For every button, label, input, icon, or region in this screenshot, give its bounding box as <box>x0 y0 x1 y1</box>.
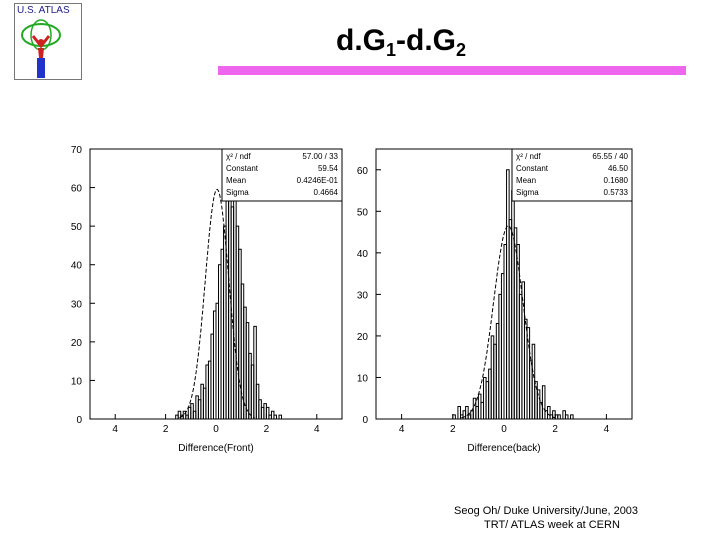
x-tick-label: 4 <box>604 424 610 435</box>
y-tick-label: 70 <box>71 145 83 156</box>
title-sub-2: 2 <box>456 40 467 60</box>
x-tick-label: 2 <box>264 424 270 435</box>
x-tick-label: 2 <box>450 424 456 435</box>
y-tick-label: 10 <box>71 376 83 387</box>
x-tick-label: 4 <box>314 424 320 435</box>
y-tick-label: 0 <box>362 415 368 426</box>
stats-label: Sigma <box>516 188 539 197</box>
stats-value: 0.5733 <box>604 188 629 197</box>
stats-label: Mean <box>516 176 536 185</box>
title-part-a: d.G <box>336 24 386 57</box>
y-tick-label: 20 <box>357 332 369 343</box>
stats-label: χ² / ndf <box>516 152 541 161</box>
y-tick-label: 30 <box>357 290 369 301</box>
title-accent-bar <box>218 66 686 75</box>
histogram-bin <box>457 406 461 419</box>
y-tick-label: 60 <box>357 166 369 177</box>
stats-label: Constant <box>516 164 549 173</box>
gaussian-fit-curve <box>461 225 556 419</box>
stats-value: 46.50 <box>608 164 629 173</box>
stats-value: 59.54 <box>318 164 339 173</box>
histogram-bin <box>273 414 277 419</box>
x-tick-label: 2 <box>163 424 169 435</box>
x-tick-label: 0 <box>501 424 507 435</box>
histogram-bin <box>452 414 456 419</box>
x-tick-label: 2 <box>552 424 558 435</box>
stats-label: Constant <box>226 164 259 173</box>
histogram-bin <box>253 325 257 419</box>
stats-box <box>511 148 633 202</box>
stats-value: 57.00 / 33 <box>302 152 338 161</box>
x-axis-label: Difference(back) <box>467 443 540 454</box>
stats-label: Mean <box>226 176 246 185</box>
title-part-b: -d.G <box>396 24 457 57</box>
slide-title: d.G1-d.G2 <box>336 24 466 61</box>
histogram-bin <box>570 414 574 419</box>
histogram-bin <box>541 385 546 419</box>
histogram-bin <box>265 406 270 419</box>
us-atlas-logo: U.S. ATLAS <box>14 3 82 80</box>
y-tick-label: 0 <box>76 415 82 426</box>
footer-line-2: TRT/ ATLAS week at CERN <box>484 519 620 531</box>
x-tick-label: 4 <box>399 424 405 435</box>
title-sub-1: 1 <box>386 40 397 60</box>
histogram-bin <box>465 406 469 419</box>
stats-value: 0.4246E-01 <box>297 176 339 185</box>
y-tick-label: 40 <box>357 249 369 260</box>
gaussian-fit-curve <box>179 188 255 419</box>
x-tick-label: 0 <box>213 424 219 435</box>
stats-value: 65.55 / 40 <box>592 152 628 161</box>
y-tick-label: 50 <box>71 222 83 233</box>
histogram-bin <box>278 414 283 419</box>
histogram-bin <box>557 414 561 419</box>
y-tick-label: 40 <box>71 261 83 272</box>
x-tick-label: 4 <box>112 424 118 435</box>
footer: Seog Oh/ Duke University/June, 2003 TRT/… <box>420 504 690 532</box>
x-axis-label: Difference(Front) <box>178 443 253 454</box>
stats-value: 0.1680 <box>604 176 629 185</box>
histogram-bin <box>547 406 551 419</box>
y-tick-label: 10 <box>357 373 369 384</box>
footer-line-1: Seog Oh/ Duke University/June, 2003 <box>454 505 639 517</box>
stats-value: 0.4664 <box>314 188 339 197</box>
stats-label: Sigma <box>226 188 249 197</box>
stats-box <box>221 148 343 202</box>
y-tick-label: 60 <box>71 184 83 195</box>
y-tick-label: 30 <box>71 299 83 310</box>
logo-text: U.S. ATLAS <box>17 5 70 16</box>
y-tick-label: 50 <box>357 207 369 218</box>
atlas-figure-icon <box>21 19 61 78</box>
stats-label: χ² / ndf <box>226 152 251 161</box>
histogram-bin <box>564 414 569 419</box>
y-tick-label: 20 <box>71 338 83 349</box>
